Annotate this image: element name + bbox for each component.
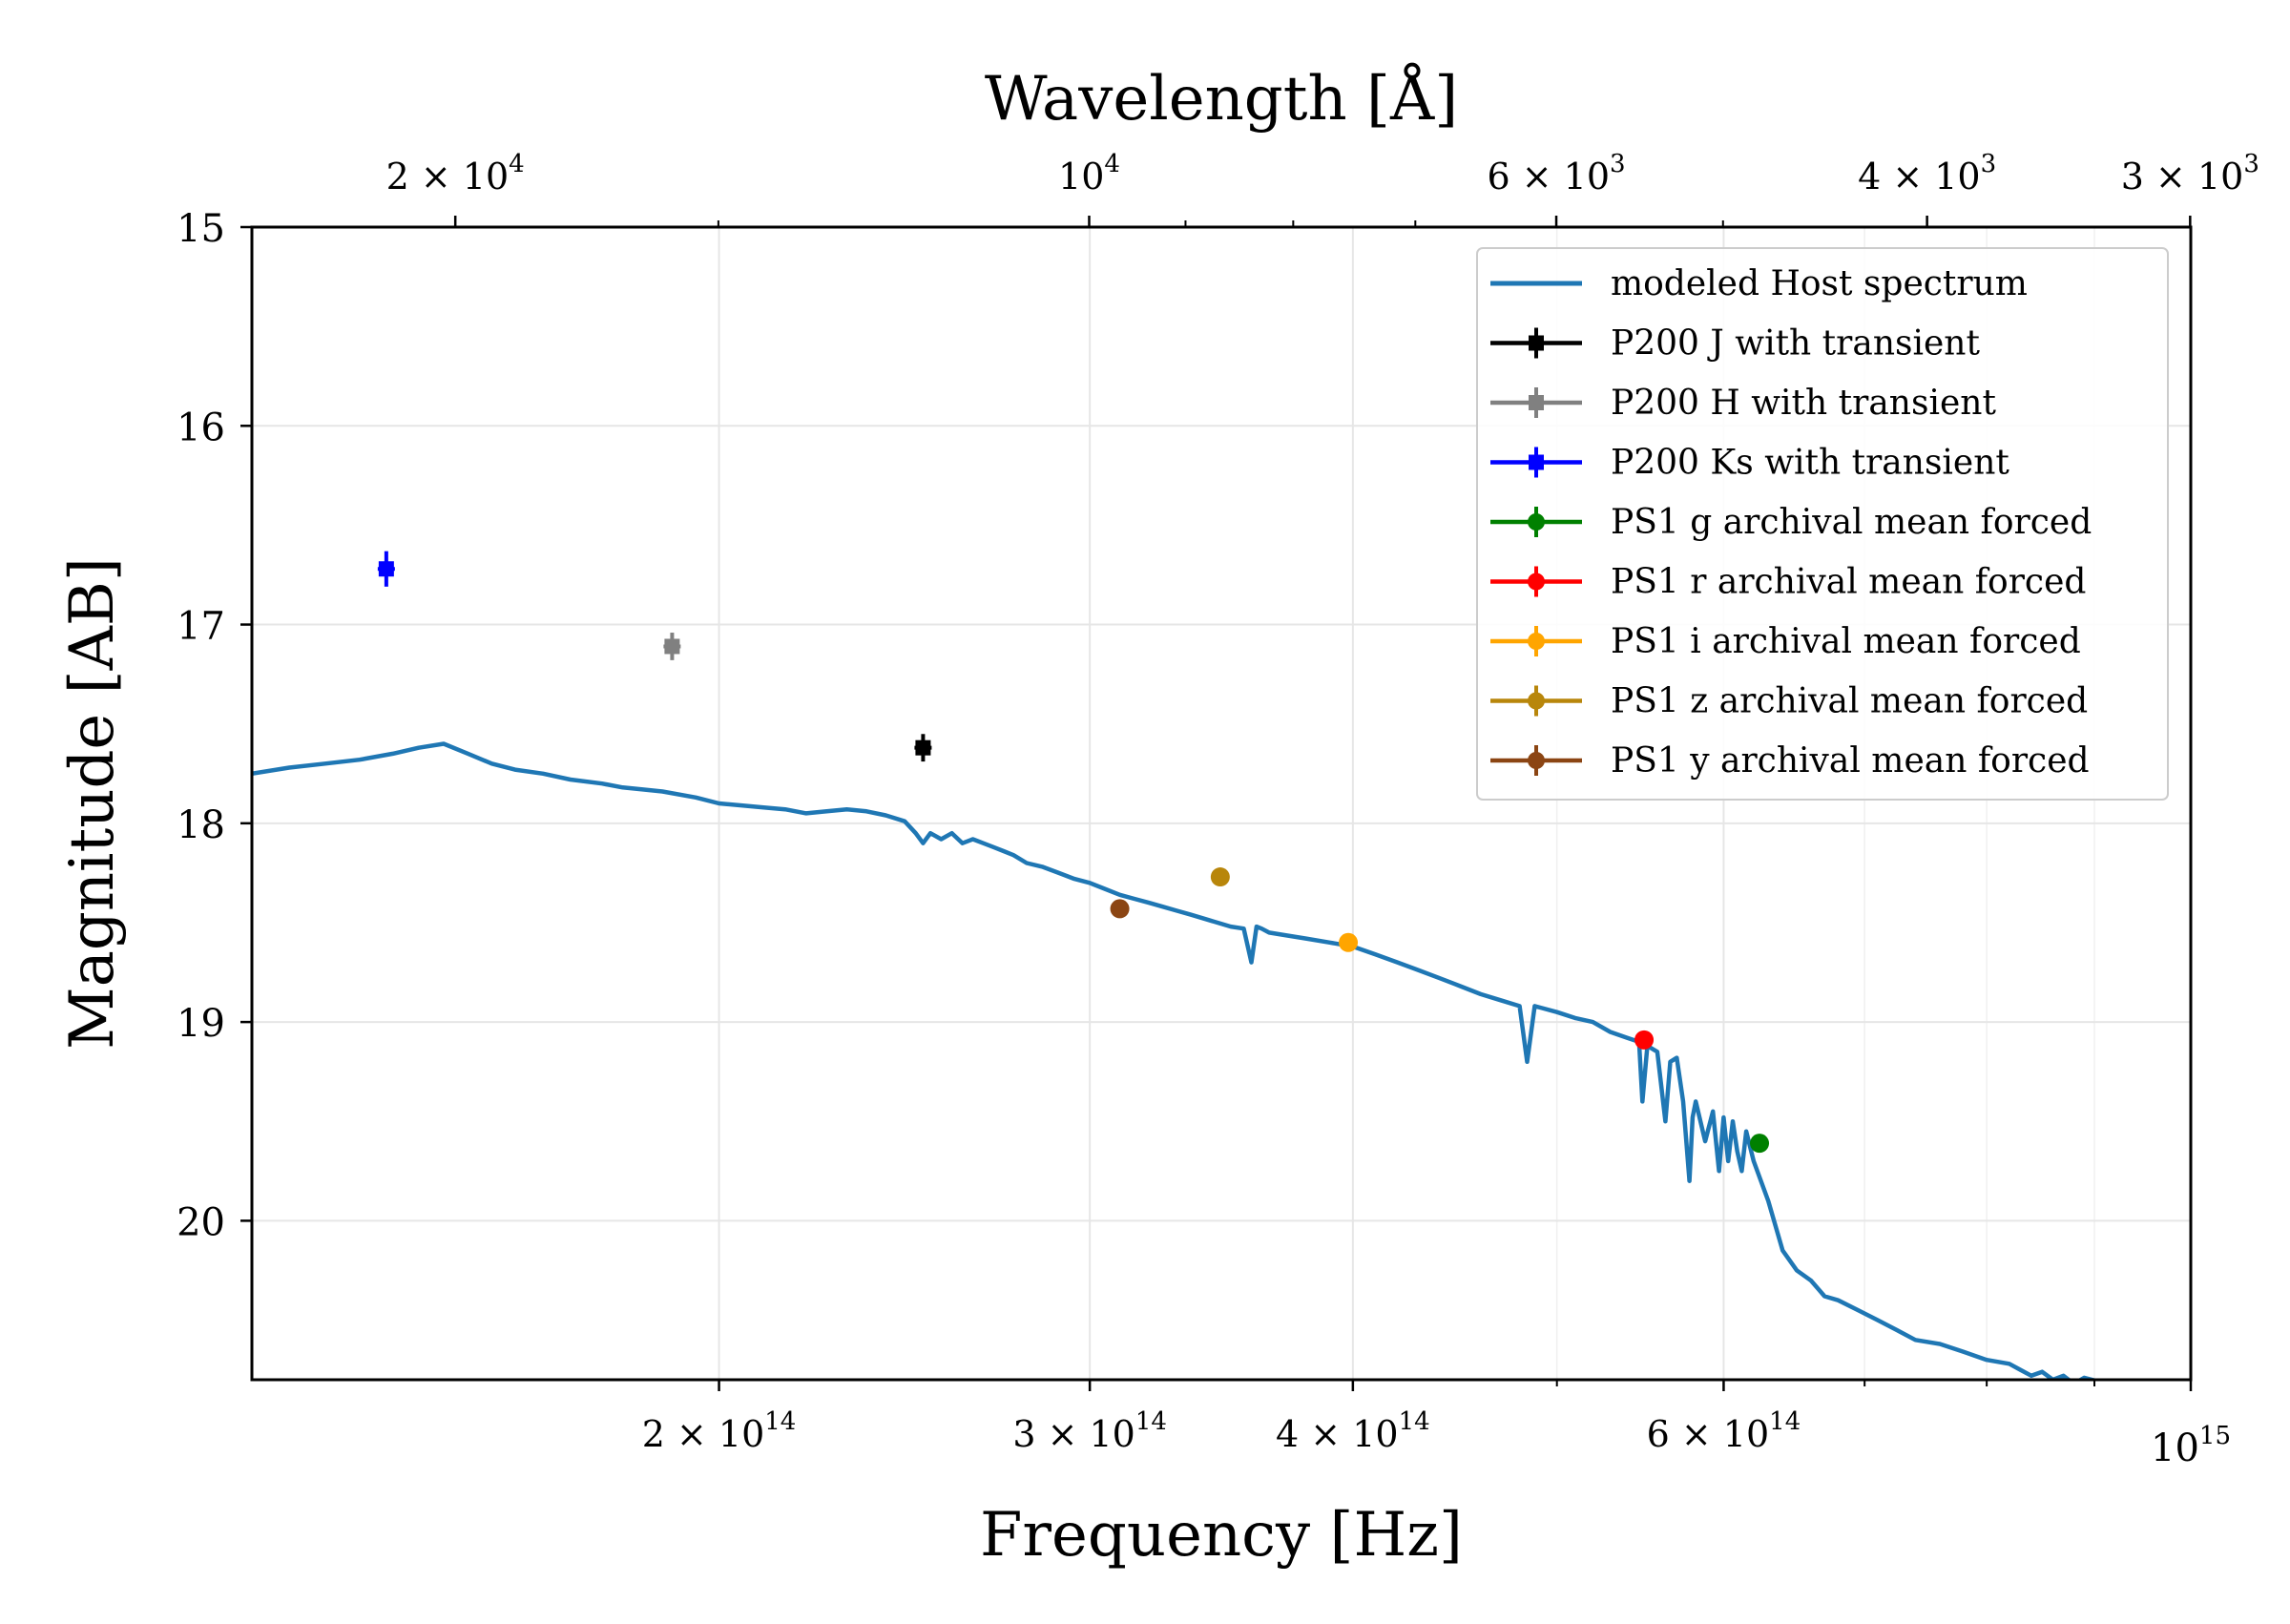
x2-tick-label: 2 × 104 — [386, 150, 525, 198]
y-tick-label: 19 — [177, 1002, 225, 1046]
legend-marker — [1529, 335, 1544, 351]
data-point — [915, 739, 931, 756]
x-axis-top: 2 × 104 104 6 × 103 4 × 103 3 × 103 — [386, 150, 2259, 227]
legend-label: P200 J with transient — [1611, 324, 1980, 364]
data-point — [1110, 899, 1130, 919]
y-axis: 15 16 17 18 19 20 — [177, 207, 252, 1244]
legend-marker — [1528, 513, 1545, 531]
legend-marker — [1528, 752, 1545, 769]
plot-frame — [250, 225, 2193, 1382]
legend: modeled Host spectrum P200 J with transie… — [1476, 247, 2169, 801]
legend-box — [1476, 247, 2169, 801]
x2-tick-label: 104 — [1058, 150, 1120, 198]
x-tick-label: 4 × 1014 — [1276, 1407, 1430, 1455]
plot-area — [252, 551, 2100, 1380]
legend-label: PS1 r archival mean forced — [1611, 563, 2086, 602]
x-tick-label: 1015 — [2151, 1422, 2231, 1470]
data-point — [664, 638, 680, 655]
legend-marker — [1528, 573, 1545, 591]
x-tick-label: 3 × 1014 — [1012, 1407, 1167, 1455]
data-point — [378, 561, 394, 577]
legend-label: PS1 z archival mean forced — [1611, 682, 2088, 721]
x2-tick-label: 4 × 103 — [1858, 150, 1996, 198]
legend-marker — [1529, 454, 1544, 470]
legend-label: P200 H with transient — [1611, 384, 1996, 423]
x-tick-label: 6 × 1014 — [1647, 1407, 1801, 1455]
legend-marker — [1528, 692, 1545, 710]
x2-axis-title: Wavelength [Å] — [985, 63, 1458, 135]
y-tick-label: 20 — [177, 1200, 225, 1244]
y-tick-label: 18 — [177, 803, 225, 847]
x-tick-label: 2 × 1014 — [642, 1407, 797, 1455]
legend-label: modeled Host spectrum — [1611, 264, 2028, 303]
y-tick-label: 15 — [177, 207, 225, 251]
x2-tick-label: 6 × 103 — [1488, 150, 1626, 198]
data-point — [1210, 867, 1230, 887]
data-point — [1339, 932, 1359, 952]
y-axis-title: Magnitude [AB] — [57, 557, 128, 1050]
legend-label: P200 Ks with transient — [1611, 444, 2009, 483]
x2-tick-label: 3 × 103 — [2121, 150, 2259, 198]
series-group — [252, 741, 2100, 1380]
x-axis-bottom: 2 × 1014 3 × 1014 4 × 1014 6 × 1014 1015 — [642, 1380, 2231, 1470]
data-point — [1750, 1134, 1770, 1154]
legend-label: PS1 y archival mean forced — [1611, 741, 2090, 781]
legend-marker — [1529, 395, 1544, 410]
legend-label: PS1 i archival mean forced — [1611, 622, 2081, 661]
y-tick-label: 17 — [177, 605, 225, 649]
y-tick-label: 16 — [177, 406, 225, 449]
legend-label: PS1 g archival mean forced — [1611, 503, 2092, 542]
host-spectrum-line — [252, 741, 2100, 1380]
legend-marker — [1528, 633, 1545, 650]
x-axis-title: Frequency [Hz] — [980, 1500, 1463, 1571]
data-point — [1634, 1030, 1655, 1050]
